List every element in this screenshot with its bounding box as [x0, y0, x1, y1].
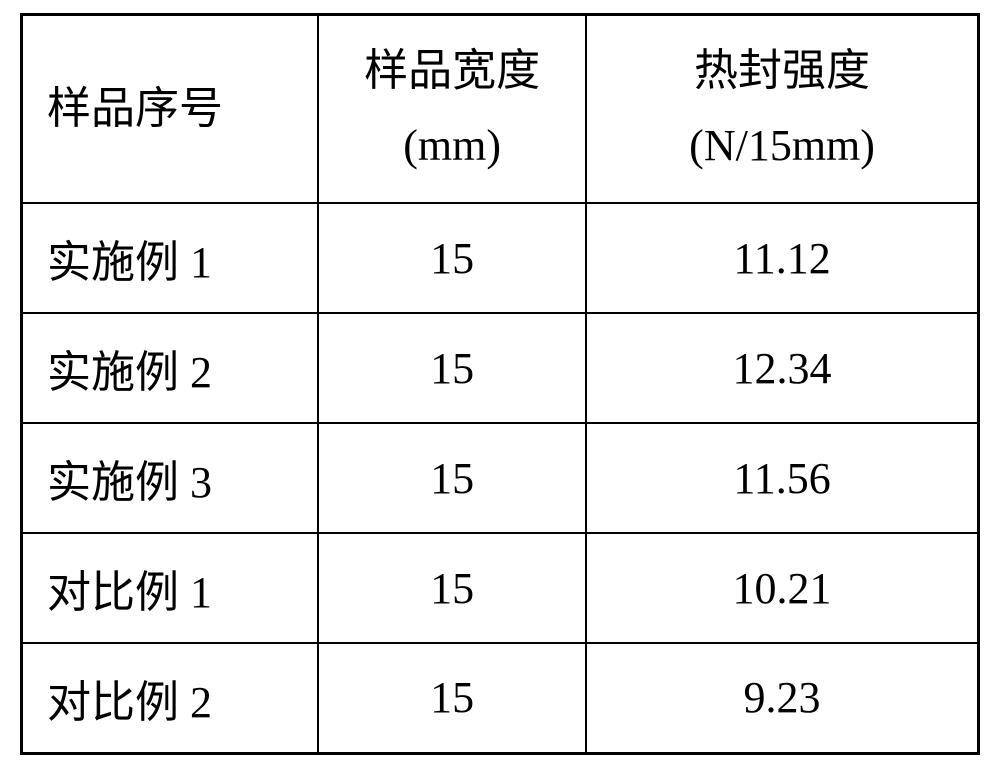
table-row: 对比例 1 15 10.21: [22, 533, 979, 643]
cell-width: 15: [318, 203, 586, 313]
header-row: 样品序号 样品宽度 (mm) 热封强度 (N/15mm): [22, 15, 979, 203]
header-strength-line2: (N/15mm): [597, 109, 967, 184]
header-strength-line1: 热封强度: [597, 34, 967, 109]
cell-strength: 10.21: [586, 533, 978, 643]
header-sample: 样品序号: [22, 15, 319, 203]
cell-width: 15: [318, 423, 586, 533]
header-width-line2: (mm): [329, 109, 575, 184]
cell-sample: 实施例 1: [22, 203, 319, 313]
table-row: 对比例 2 15 9.23: [22, 643, 979, 753]
table-header: 样品序号 样品宽度 (mm) 热封强度 (N/15mm): [22, 15, 979, 203]
cell-sample: 对比例 2: [22, 643, 319, 753]
table-row: 实施例 1 15 11.12: [22, 203, 979, 313]
cell-sample: 对比例 1: [22, 533, 319, 643]
table-row: 实施例 3 15 11.56: [22, 423, 979, 533]
header-width: 样品宽度 (mm): [318, 15, 586, 203]
table-row: 实施例 2 15 12.34: [22, 313, 979, 423]
header-width-line1: 样品宽度: [329, 34, 575, 109]
cell-width: 15: [318, 313, 586, 423]
header-strength: 热封强度 (N/15mm): [586, 15, 978, 203]
cell-strength: 11.12: [586, 203, 978, 313]
cell-strength: 11.56: [586, 423, 978, 533]
cell-strength: 9.23: [586, 643, 978, 753]
data-table-wrapper: 样品序号 样品宽度 (mm) 热封强度 (N/15mm) 实施例 1 15 11…: [20, 13, 980, 754]
header-sample-line1: 样品序号: [47, 72, 307, 147]
cell-strength: 12.34: [586, 313, 978, 423]
data-table: 样品序号 样品宽度 (mm) 热封强度 (N/15mm) 实施例 1 15 11…: [20, 13, 980, 754]
cell-sample: 实施例 3: [22, 423, 319, 533]
cell-sample: 实施例 2: [22, 313, 319, 423]
cell-width: 15: [318, 533, 586, 643]
table-body: 实施例 1 15 11.12 实施例 2 15 12.34 实施例 3 15 1…: [22, 203, 979, 753]
cell-width: 15: [318, 643, 586, 753]
